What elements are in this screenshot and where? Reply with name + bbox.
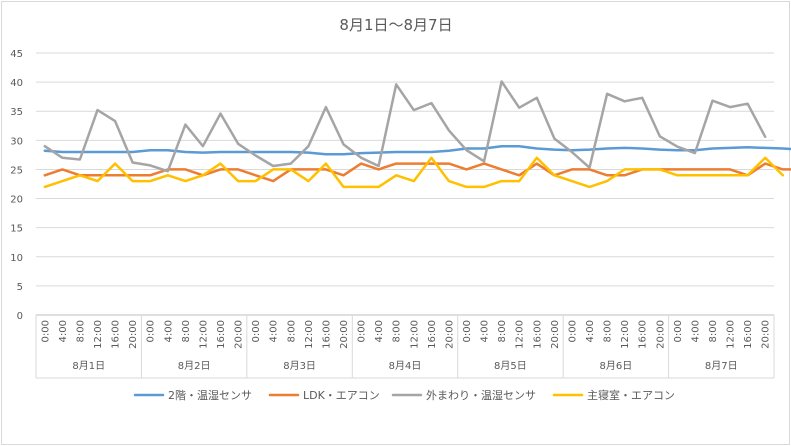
x-tick-label: 0:00 (40, 320, 51, 342)
x-tick-label: 4:00 (269, 320, 280, 342)
x-tick-label: 12:00 (620, 320, 631, 349)
x-tick-label: 4:00 (58, 320, 69, 342)
series-lines (43, 80, 791, 189)
x-tick-label: 8:00 (392, 320, 403, 342)
x-tick-label: 12:00 (409, 320, 420, 349)
series-line-3 (43, 80, 767, 173)
x-tick-label: 8:00 (497, 320, 508, 342)
x-tick-label: 8:00 (286, 320, 297, 342)
x-tick-label: 16:00 (638, 320, 649, 349)
x-tick-label: 4:00 (690, 320, 701, 342)
x-tick-label: 0:00 (567, 320, 578, 342)
y-tick-label: 5 (17, 282, 23, 293)
series-line-2 (43, 162, 791, 183)
x-tick-label: 16:00 (427, 320, 438, 349)
y-tick-label: 15 (10, 224, 23, 235)
x-tick-label: 12:00 (304, 320, 315, 349)
x-tick-label: 20:00 (655, 320, 666, 349)
x-tick-label: 4:00 (585, 320, 596, 342)
y-tick-label: 40 (10, 78, 23, 89)
x-tick-label: 20:00 (128, 320, 139, 349)
x-tick-label: 4:00 (480, 320, 491, 342)
legend-label: LDK・エアコン (303, 389, 380, 402)
y-tick-label: 0 (17, 311, 23, 322)
x-tick-label: 16:00 (321, 320, 332, 349)
x-tick-label: 20:00 (761, 320, 772, 349)
day-label: 8月4日 (389, 360, 422, 372)
x-tick-label: 4:00 (374, 320, 385, 342)
day-label: 8月6日 (599, 360, 632, 372)
x-tick-label: 20:00 (444, 320, 455, 349)
x-tick-label: 20:00 (234, 320, 245, 349)
x-tick-label: 16:00 (743, 320, 754, 349)
legend-label: 2階・温湿センサ (168, 388, 252, 402)
day-label: 8月7日 (705, 360, 738, 372)
x-tick-label: 8:00 (75, 320, 86, 342)
x-tick-label: 0:00 (146, 320, 157, 342)
chart-title: 8月1日～8月7日 (339, 16, 452, 34)
x-tick-label: 20:00 (550, 320, 561, 349)
y-tick-label: 10 (10, 253, 23, 264)
x-tick-label: 12:00 (726, 320, 737, 349)
x-tick-label: 16:00 (216, 320, 227, 349)
y-axis-tick-labels: 0 5 10 15 20 25 30 35 40 45 (10, 49, 23, 322)
x-tick-label: 12:00 (93, 320, 104, 349)
x-tick-label: 20:00 (339, 320, 350, 349)
x-tick-label: 12:00 (198, 320, 209, 349)
y-tick-label: 35 (10, 107, 23, 118)
x-tick-label: 4:00 (163, 320, 174, 342)
x-tick-label: 0:00 (357, 320, 368, 342)
day-label: 8月3日 (283, 360, 316, 372)
x-tick-label: 0:00 (251, 320, 262, 342)
x-tick-label: 16:00 (532, 320, 543, 349)
x-tick-label: 8:00 (603, 320, 614, 342)
day-label: 8月5日 (494, 360, 527, 372)
x-tick-label: 16:00 (111, 320, 122, 349)
y-tick-label: 25 (10, 165, 23, 176)
x-tick-label: 0:00 (462, 320, 473, 342)
y-tick-label: 20 (10, 195, 23, 206)
y-tick-label: 45 (10, 49, 23, 60)
x-tick-label: 8:00 (708, 320, 719, 342)
x-axis: 0:00 4:00 8:00 12:00 16:00 20:00 8月1日 0:00 4:00 8… (35, 314, 775, 379)
y-tick-label: 30 (10, 136, 23, 147)
legend-label: 主寝室・エアコン (587, 388, 675, 402)
x-tick-label: 0:00 (673, 320, 684, 342)
legend-label: 外まわり・温湿センサ (426, 389, 536, 402)
day-label: 8月1日 (72, 360, 105, 372)
day-label: 8月2日 (178, 360, 211, 372)
series-line-4 (43, 156, 785, 189)
x-tick-label: 12:00 (515, 320, 526, 349)
legend: 2階・温湿センサ LDK・エアコン 外まわり・温湿センサ 主寝室・エアコン (133, 388, 675, 402)
x-tick-label: 8:00 (181, 320, 192, 342)
gridlines (36, 52, 774, 316)
